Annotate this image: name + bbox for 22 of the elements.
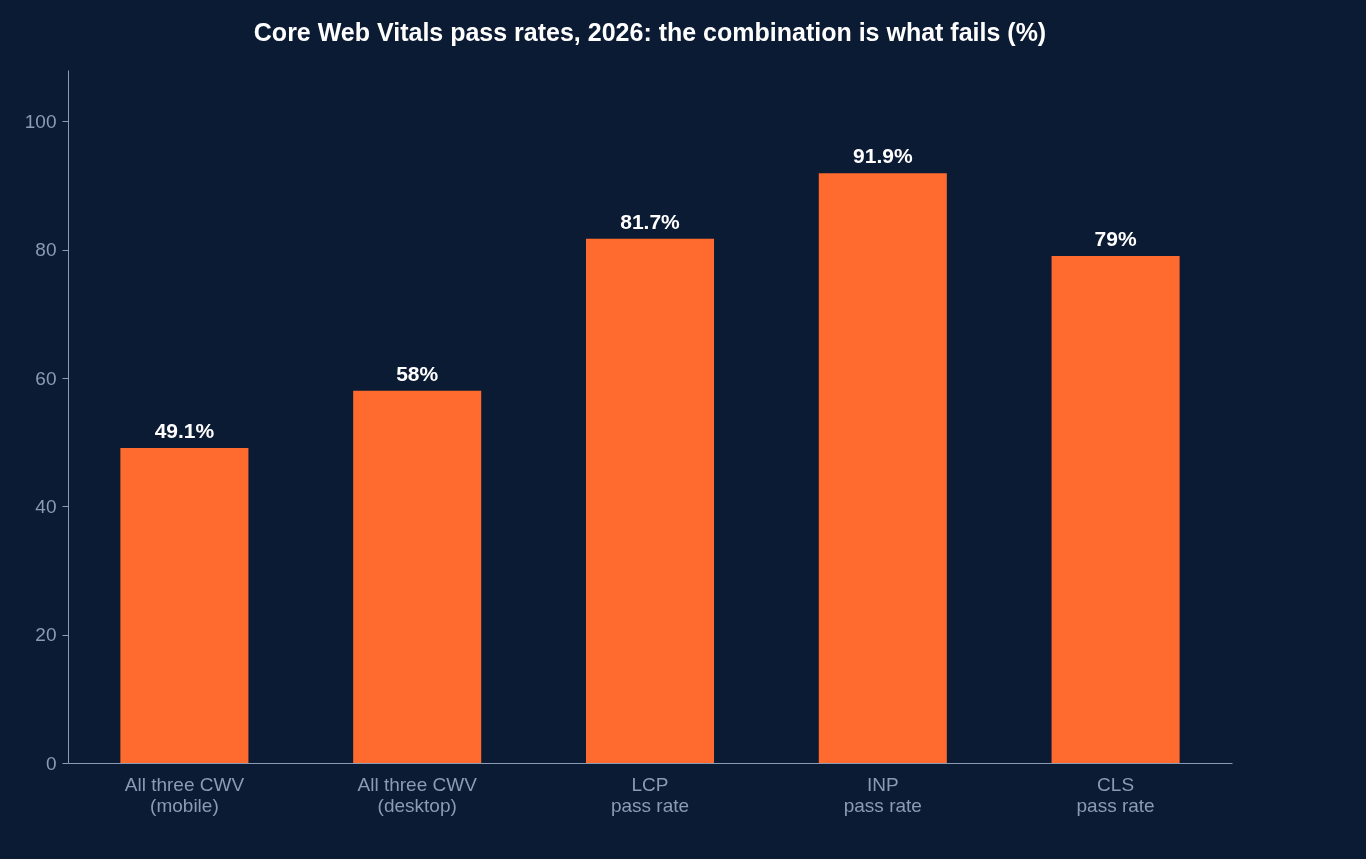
data-label: 81.7%: [620, 209, 681, 233]
x-tick-label: CLS pass rate: [1076, 773, 1155, 816]
y-tick-label: 20: [35, 624, 57, 646]
x-tick-label: INP pass rate: [843, 773, 922, 816]
bar: [353, 390, 482, 763]
data-label: 79%: [1094, 227, 1137, 251]
bar: [585, 238, 715, 763]
x-tick-label: All three CWV (mobile): [124, 773, 245, 816]
y-tick-label: 40: [35, 495, 57, 517]
y-tick-label: 100: [24, 110, 57, 132]
bar: [818, 173, 947, 763]
bar: [1051, 256, 1180, 763]
y-tick-label: 0: [45, 752, 57, 774]
chart-title: Core Web Vitals pass rates, 2026: the combination is what fails (%): [253, 18, 1047, 46]
y-tick-label: 60: [35, 367, 57, 389]
bar: [120, 447, 249, 763]
x-tick-label: LCP pass rate: [610, 773, 690, 816]
data-label: 58%: [396, 361, 439, 385]
y-tick-label: 80: [35, 239, 57, 261]
x-tick-label: All three CWV (desktop): [357, 773, 478, 816]
data-label: 91.9%: [853, 144, 913, 168]
data-label: 49.1%: [154, 418, 215, 442]
